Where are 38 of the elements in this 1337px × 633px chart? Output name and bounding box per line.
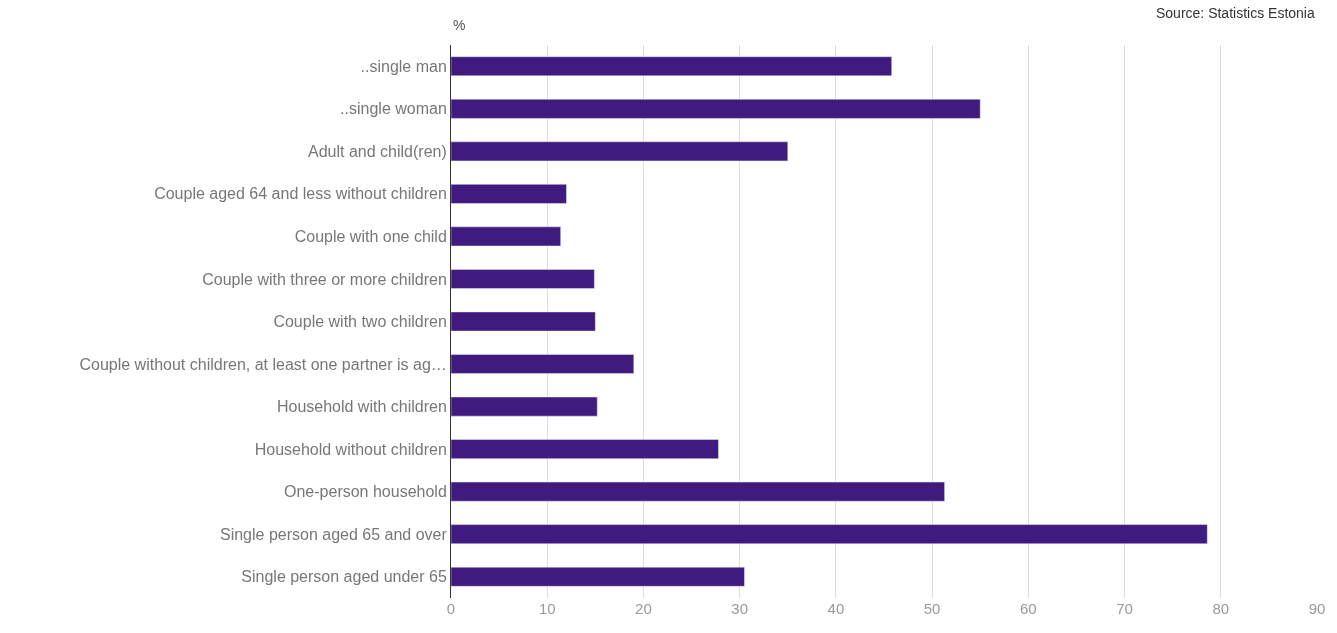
x-tick-label: 40 — [827, 600, 845, 617]
x-tick-label: 30 — [731, 600, 749, 617]
x-tick-label: 20 — [635, 600, 652, 617]
x-tick-label: 80 — [1212, 600, 1230, 617]
bar — [451, 184, 567, 204]
y-tick-label: Single person aged 65 and over — [219, 525, 448, 543]
bar — [451, 141, 789, 162]
bar — [451, 98, 981, 119]
x-tick-label: 10 — [538, 600, 556, 617]
y-tick-label: One-person household — [284, 483, 447, 501]
bar — [451, 354, 635, 374]
y-tick-label: Single person aged under 65 — [241, 568, 447, 586]
y-tick-label: Household with children — [276, 398, 447, 416]
bar — [451, 269, 595, 289]
bar — [451, 439, 719, 459]
bar — [451, 56, 892, 77]
y-tick-label: Household without children — [254, 440, 447, 458]
bar — [451, 524, 1208, 545]
y-tick-label: ..single woman — [340, 100, 447, 118]
bar — [451, 566, 745, 587]
bar — [451, 311, 596, 332]
bar — [451, 481, 945, 502]
y-tick-label: Couple aged 64 and less without children — [154, 185, 447, 203]
y-tick-label: ..single man — [360, 57, 447, 75]
x-tick-label: 50 — [923, 600, 941, 617]
bar — [451, 396, 598, 417]
y-tick-label: Couple with three or more children — [202, 270, 447, 288]
x-tick-label: 70 — [1116, 600, 1133, 617]
bar — [451, 226, 561, 247]
x-tick-label: 0 — [446, 600, 456, 617]
y-tick-label: Couple with two children — [273, 313, 447, 331]
y-tick-label: Couple without children, at least one partner is ag… — [79, 355, 447, 373]
x-tick-label: 90 — [1308, 600, 1326, 617]
text: % — [453, 17, 466, 33]
source-note: Source: Statistics Estonia — [1156, 5, 1315, 21]
y-tick-label: Couple with one child — [294, 228, 447, 246]
x-tick-label: 60 — [1019, 600, 1037, 617]
y-tick-label: Adult and child(ren) — [308, 142, 447, 160]
